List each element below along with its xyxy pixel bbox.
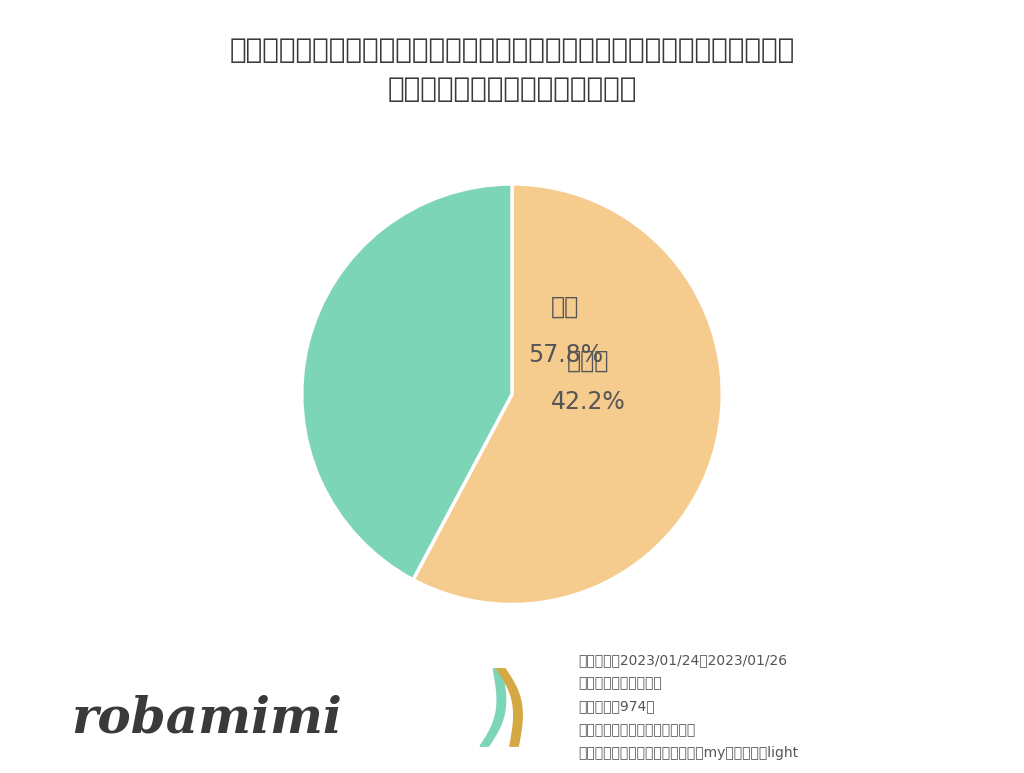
Text: いいえ: いいえ [567, 349, 609, 373]
Text: モニター提供元：ドゥ・ハウス／myアンケートlight: モニター提供元：ドゥ・ハウス／myアンケートlight [579, 746, 799, 760]
Text: 57.8%: 57.8% [527, 342, 603, 366]
Text: robamimi: robamimi [72, 694, 343, 744]
Text: はい: はい [551, 295, 580, 318]
Wedge shape [302, 184, 512, 580]
Wedge shape [413, 184, 722, 604]
Text: 42.2%: 42.2% [551, 390, 626, 414]
Text: 「コロナにかかった」と言われると、待機期間を数日経過しているとしても: 「コロナにかかった」と言われると、待機期間を数日経過しているとしても [229, 36, 795, 64]
Text: 会話の時など距離をとってしまう: 会話の時など距離をとってしまう [387, 75, 637, 103]
Text: 調査人数：974人: 調査人数：974人 [579, 700, 655, 713]
Text: 調査方法：インターネット調査: 調査方法：インターネット調査 [579, 723, 696, 737]
Polygon shape [480, 669, 506, 746]
Text: 調査対象：全国の男女: 調査対象：全国の男女 [579, 676, 663, 690]
Text: 調査期間：2023/01/24～2023/01/26: 調査期間：2023/01/24～2023/01/26 [579, 653, 787, 667]
Polygon shape [497, 669, 522, 746]
